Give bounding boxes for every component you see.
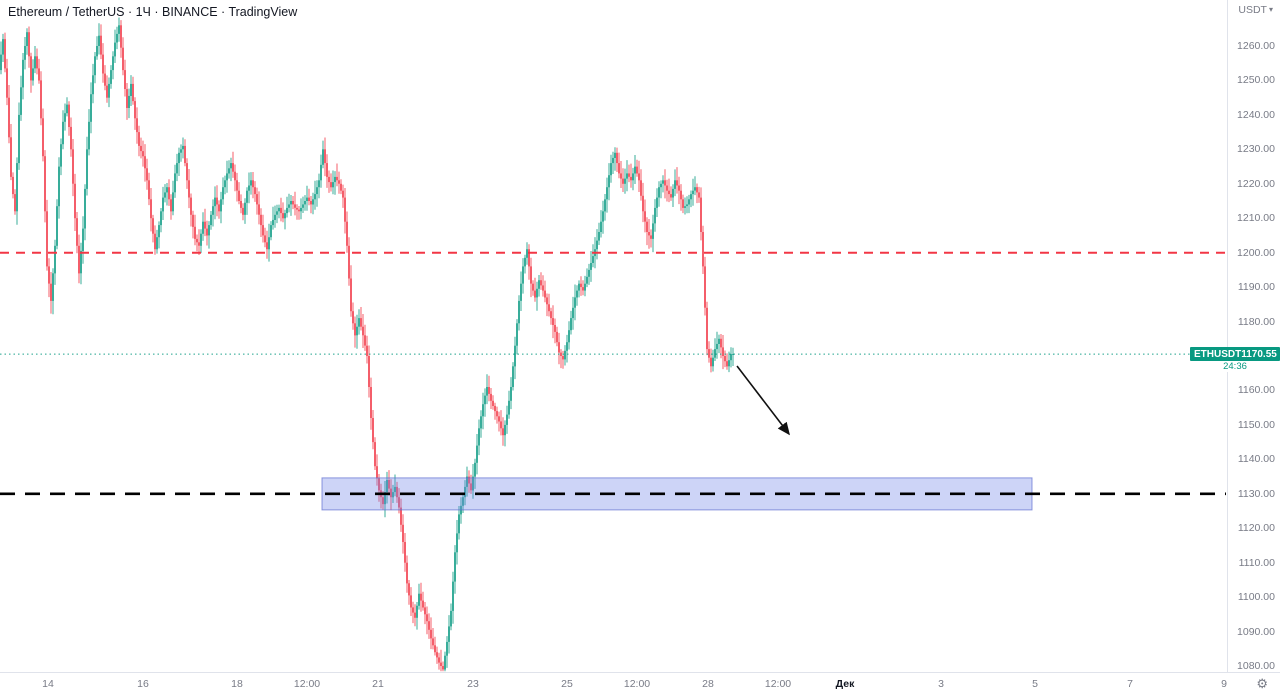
price-tick-label: 1200.00 — [1237, 247, 1275, 259]
price-tick-label: 1090.00 — [1237, 626, 1275, 638]
time-tick-label: 16 — [137, 678, 149, 690]
price-tick-label: 1190.00 — [1237, 281, 1275, 293]
price-tick-label: 1160.00 — [1237, 384, 1275, 396]
price-tick-label: 1250.00 — [1237, 74, 1275, 86]
time-tick-label: 12:00 — [293, 678, 321, 690]
time-tick-label: 12:00 — [764, 678, 792, 690]
candles — [0, 17, 734, 672]
time-tick-label: 18 — [231, 678, 243, 690]
price-tick-label: 1260.00 — [1237, 40, 1275, 52]
price-tick-label: 1220.00 — [1237, 178, 1275, 190]
price-tick-label: 1210.00 — [1237, 212, 1275, 224]
legend-title: Ethereum / TetherUS · 1Ч · BINANCE · Tra… — [8, 5, 298, 19]
time-tick-label: 9 — [1221, 678, 1227, 690]
price-tick-label: 1180.00 — [1237, 316, 1275, 328]
time-tick-label: 14 — [42, 678, 54, 690]
price-tick-label: 1130.00 — [1237, 488, 1275, 500]
price-axis[interactable]: 1260.00 1250.00 1240.00 1230.00 1220.00 1210.… — [1227, 0, 1280, 672]
time-tick-label: 28 — [702, 678, 714, 690]
time-tick-label: 12:00 — [623, 678, 651, 690]
badge-price: 1170.55 — [1241, 348, 1277, 360]
time-tick-label: Дек — [835, 678, 855, 690]
time-tick-label: 7 — [1127, 678, 1133, 690]
price-tick-label: 1240.00 — [1237, 109, 1275, 121]
price-tick-label: 1150.00 — [1237, 419, 1275, 431]
last-price-badge-row: ETHUSDT 1170.55 — [1190, 347, 1280, 361]
price-tick-label: 1120.00 — [1237, 522, 1275, 534]
price-tick-label: 1230.00 — [1237, 143, 1275, 155]
time-tick-label: 5 — [1032, 678, 1038, 690]
symbol-legend[interactable]: Ethereum / TetherUS · 1Ч · BINANCE · Tra… — [8, 5, 297, 19]
time-axis[interactable]: ⚙ 14 16 18 12:00 21 23 25 12:00 28 12:00 Дек 3 5 7 9 — [0, 672, 1280, 694]
down-arrow-annotation[interactable] — [736, 365, 790, 436]
chevron-down-icon: ▾ — [1268, 5, 1273, 14]
price-tick-label: 1110.00 — [1238, 557, 1275, 569]
time-tick-label: 21 — [372, 678, 384, 690]
badge-symbol: ETHUSDT — [1194, 348, 1242, 360]
time-tick-label: 25 — [561, 678, 573, 690]
candle-countdown: 24:36 — [1190, 361, 1280, 372]
currency-label: USDT — [1238, 4, 1267, 16]
currency-selector[interactable]: USDT ▾ — [1238, 4, 1273, 16]
time-tick-label: 3 — [938, 678, 944, 690]
time-tick-label: 23 — [467, 678, 479, 690]
price-chart-canvas[interactable] — [0, 0, 1228, 672]
price-tick-label: 1080.00 — [1237, 660, 1275, 672]
price-tick-label: 1100.00 — [1237, 591, 1275, 603]
last-price-badge: ETHUSDT 1170.55 24:36 — [1190, 347, 1280, 372]
settings-gear-icon[interactable]: ⚙ — [1256, 676, 1268, 691]
price-tick-label: 1140.00 — [1237, 453, 1275, 465]
